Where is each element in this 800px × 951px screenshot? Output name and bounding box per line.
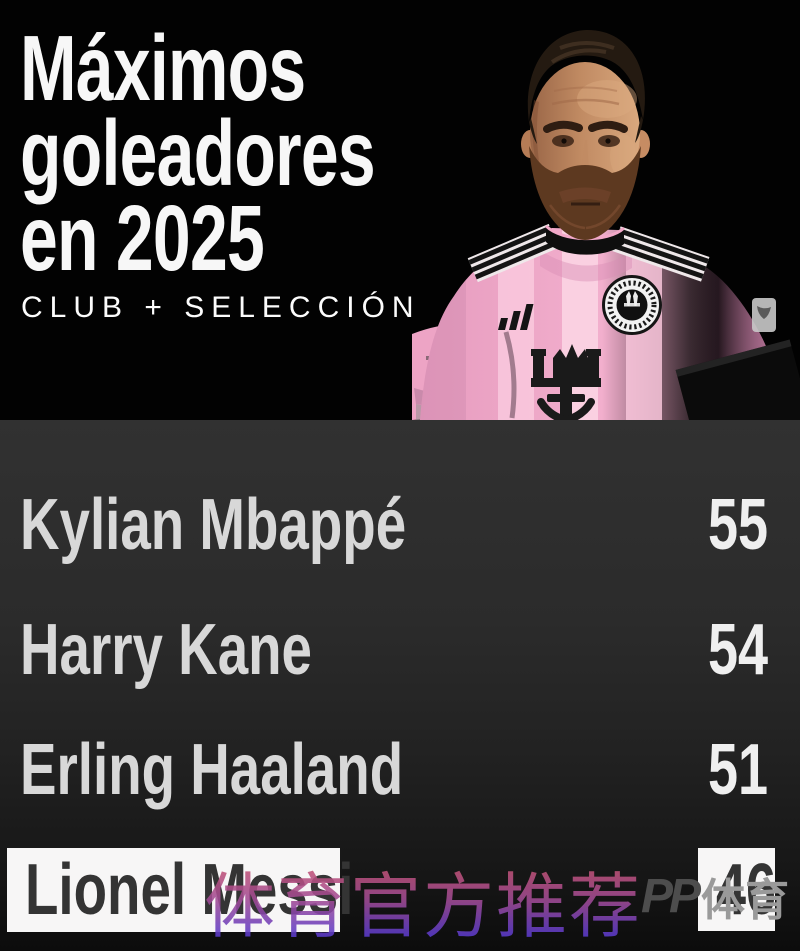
title-line-2: goleadores: [20, 101, 376, 205]
player-name-4: Lionel Messi: [25, 850, 354, 930]
highlighted-player-goals-box: 46: [698, 848, 777, 931]
pptv-logo: PP 体育: [641, 864, 789, 928]
player-name-2: Harry Kane: [20, 610, 312, 690]
player-name-3: Erling Haaland: [20, 730, 404, 810]
subtitle: CLUB + SELECCIÓN: [21, 291, 421, 324]
title-block: Máximos goleadores en 2025: [20, 16, 506, 290]
player-goals-4: 46: [716, 849, 777, 930]
shoulder-stripes-left: [467, 223, 559, 283]
player-goals-2: 54: [707, 610, 768, 690]
title-line-1: Máximos: [20, 16, 306, 120]
shoulder-stripes-right: [612, 226, 710, 282]
royal-caribbean-crown-icon: [531, 344, 601, 423]
player-goals-1: 55: [707, 485, 768, 565]
watermark-text: 体育官方推荐: [204, 850, 642, 951]
inter-miami-crest-icon: [602, 275, 662, 335]
messi-photo-illustration: [412, 29, 800, 450]
pptv-logo-cjk: 体育: [701, 875, 790, 926]
player-goals-3: 51: [707, 730, 768, 810]
player-name-1: Kylian Mbappé: [20, 485, 407, 565]
title-line-3: en 2025: [20, 186, 265, 290]
hair: [527, 29, 645, 122]
pptv-logo-pp: PP: [641, 869, 701, 923]
head: [521, 29, 650, 240]
highlighted-player-name-box: Lionel Messi: [7, 848, 353, 932]
messi-photo: [400, 0, 800, 450]
adidas-logo-icon: [498, 304, 534, 330]
